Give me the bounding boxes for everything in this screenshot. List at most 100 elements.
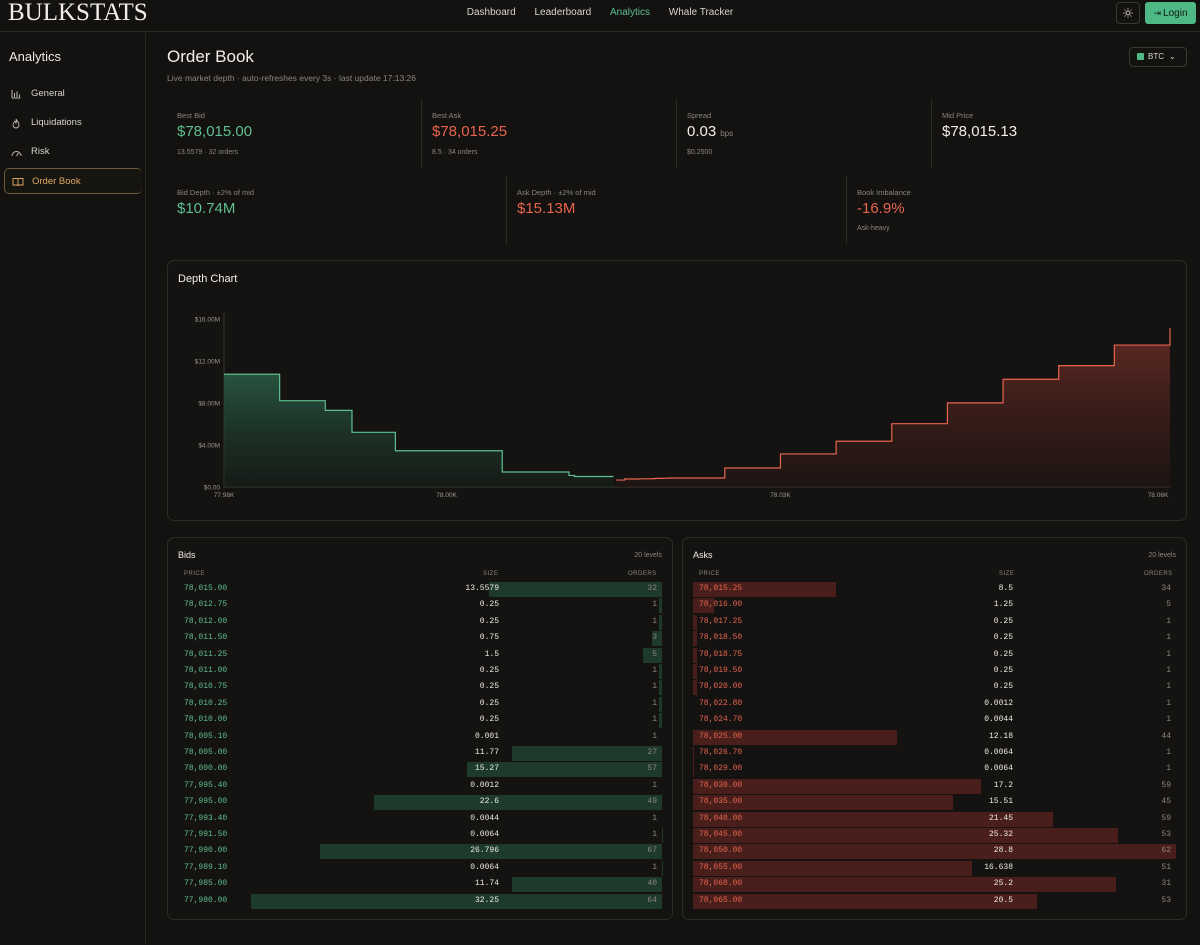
asks-orders: 34 <box>1161 584 1171 593</box>
bids-orders: 1 <box>652 780 657 790</box>
bids-price: 77,990.00 <box>184 846 228 856</box>
bids-row[interactable]: 78,005.10 0.001 1 <box>178 730 662 745</box>
asks-size: 0.0012 <box>984 698 1013 708</box>
asks-size: 0.25 <box>993 649 1013 659</box>
bids-row[interactable]: 78,015.00 13.5579 32 <box>178 582 662 597</box>
asks-row[interactable]: 78,025.00 12.18 44 <box>693 729 1176 745</box>
nav-analytics[interactable]: Analytics <box>609 7 650 18</box>
sidebar-item-liquidations[interactable]: Liquidations <box>4 111 142 135</box>
bids-row[interactable]: 77,991.50 0.0064 1 <box>178 828 662 843</box>
bids-row[interactable]: 78,011.25 1.5 5 <box>178 647 662 663</box>
bids-orders: 1 <box>652 830 657 839</box>
stat-sub: $0.2500 <box>687 149 713 156</box>
asks-row[interactable]: 78,055.00 16.638 51 <box>693 860 1176 876</box>
bids-row[interactable]: 78,011.50 0.75 3 <box>178 631 662 647</box>
asks-row[interactable]: 78,020.00 0.25 1 <box>693 680 1176 696</box>
asks-price: 78,045.00 <box>699 830 743 839</box>
asks-size: 17.2 <box>993 780 1013 790</box>
bids-row[interactable]: 78,012.75 0.25 1 <box>178 598 662 614</box>
bids-size-bar <box>489 582 662 597</box>
asks-orders: 59 <box>1161 780 1171 790</box>
sidebar-item-general[interactable]: General <box>4 82 142 106</box>
asks-size: 1.25 <box>993 600 1013 610</box>
login-button[interactable]: ⇥ Login <box>1145 2 1196 24</box>
asks-row[interactable]: 78,026.70 0.0064 1 <box>693 746 1176 761</box>
bids-size-bar <box>658 598 662 614</box>
bids-size-bar <box>658 713 662 729</box>
bids-row[interactable]: 78,010.00 0.25 1 <box>178 713 662 729</box>
asset-select[interactable]: BTC ⌄ <box>1129 47 1187 67</box>
bids-orders: 1 <box>652 698 657 708</box>
asks-row[interactable]: 78,050.00 28.8 62 <box>693 844 1176 860</box>
asks-size: 0.25 <box>993 633 1013 643</box>
asks-orders: 51 <box>1161 862 1171 872</box>
book-icon <box>12 169 24 198</box>
sidebar-item-risk[interactable]: Risk <box>4 140 142 164</box>
asks-row[interactable]: 78,015.25 8.5 34 <box>693 582 1176 597</box>
sidebar-item-order-book[interactable]: Order Book <box>4 168 142 194</box>
asks-size: 0.0064 <box>984 748 1013 757</box>
asks-row[interactable]: 78,060.00 25.2 31 <box>693 877 1176 893</box>
bids-size: 0.0064 <box>470 862 499 872</box>
stat-label: Book Imbalance <box>857 188 911 197</box>
bids-row[interactable]: 78,011.00 0.25 1 <box>178 664 662 679</box>
stat-sub: 13.5579 · 32 orders <box>177 149 239 156</box>
bids-row[interactable]: 77,985.00 11.74 40 <box>178 877 662 893</box>
asks-row[interactable]: 78,022.80 0.0012 1 <box>693 696 1176 712</box>
bids-row[interactable]: 78,010.75 0.25 1 <box>178 680 662 696</box>
asks-row[interactable]: 78,035.00 15.51 45 <box>693 795 1176 811</box>
asks-row[interactable]: 78,040.00 21.45 59 <box>693 811 1176 827</box>
asks-price: 78,029.00 <box>699 764 743 774</box>
asks-row[interactable]: 78,016.00 1.25 5 <box>693 598 1176 614</box>
bids-size-bar <box>658 664 662 679</box>
theme-toggle-button[interactable] <box>1116 2 1140 24</box>
bids-row[interactable]: 77,995.40 0.0012 1 <box>178 779 662 794</box>
bids-depth-area <box>224 374 614 487</box>
asks-row[interactable]: 78,019.50 0.25 1 <box>693 664 1176 679</box>
stat-best-bid: Best Bid $78,015.00 13.5579 · 32 orders <box>167 99 422 169</box>
stat-value-number: 0.03 <box>687 123 717 140</box>
asks-row[interactable]: 78,045.00 25.32 53 <box>693 828 1176 843</box>
bids-row[interactable]: 77,980.00 32.25 64 <box>178 893 662 909</box>
bids-row[interactable]: 78,000.00 15.27 57 <box>178 762 662 778</box>
nav-whale-tracker[interactable]: Whale Tracker <box>668 7 734 18</box>
bids-size: 0.0012 <box>470 780 499 790</box>
asks-size-bar <box>693 778 982 794</box>
bids-size: 1.5 <box>484 649 499 659</box>
bids-orders: 1 <box>652 616 657 626</box>
sidebar-item-label: Order Book <box>32 176 81 187</box>
bids-row[interactable]: 77,990.00 26.796 67 <box>178 844 662 860</box>
bids-row[interactable]: 78,010.25 0.25 1 <box>178 696 662 712</box>
bids-row[interactable]: 77,993.40 0.0044 1 <box>178 811 662 827</box>
bids-size: 0.25 <box>479 698 499 708</box>
bids-row[interactable]: 77,995.00 22.6 49 <box>178 795 662 811</box>
stat-value: $10.74M <box>177 200 236 217</box>
stat-spread: Spread 0.03 bps $0.2500 <box>677 99 932 169</box>
asks-row[interactable]: 78,018.75 0.25 1 <box>693 647 1176 663</box>
bids-row[interactable]: 77,989.10 0.0064 1 <box>178 860 662 876</box>
nav-leaderboard[interactable]: Leaderboard <box>534 7 592 18</box>
asks-row[interactable]: 78,065.00 20.5 53 <box>693 893 1176 909</box>
sidebar-item-label: General <box>31 88 65 99</box>
asks-price: 78,040.00 <box>699 813 743 823</box>
bids-orders: 57 <box>647 764 657 774</box>
asks-price: 78,055.00 <box>699 862 743 872</box>
bids-size: 0.25 <box>479 666 499 675</box>
nav-dashboard[interactable]: Dashboard <box>466 7 516 18</box>
stat-label: Spread <box>687 111 712 120</box>
asks-price: 78,020.00 <box>699 682 743 692</box>
asks-row[interactable]: 78,017.25 0.25 1 <box>693 614 1176 630</box>
x-tick-label: 78.06K <box>1148 492 1169 499</box>
asks-size: 0.25 <box>993 616 1013 626</box>
asks-row[interactable]: 78,018.50 0.25 1 <box>693 631 1176 647</box>
bids-row[interactable]: 78,005.00 11.77 27 <box>178 746 662 761</box>
bids-size-bar <box>511 746 662 761</box>
asset-select-value: BTC <box>1148 52 1164 61</box>
asks-row[interactable]: 78,030.00 17.2 59 <box>693 778 1176 794</box>
asks-row[interactable]: 78,024.70 0.0044 1 <box>693 713 1176 729</box>
asks-size: 0.25 <box>993 682 1013 692</box>
asks-row[interactable]: 78,029.00 0.0064 1 <box>693 762 1176 778</box>
bids-size-bar <box>320 844 662 860</box>
logo[interactable]: BULKSTATS <box>8 0 148 26</box>
bids-row[interactable]: 78,012.00 0.25 1 <box>178 614 662 630</box>
